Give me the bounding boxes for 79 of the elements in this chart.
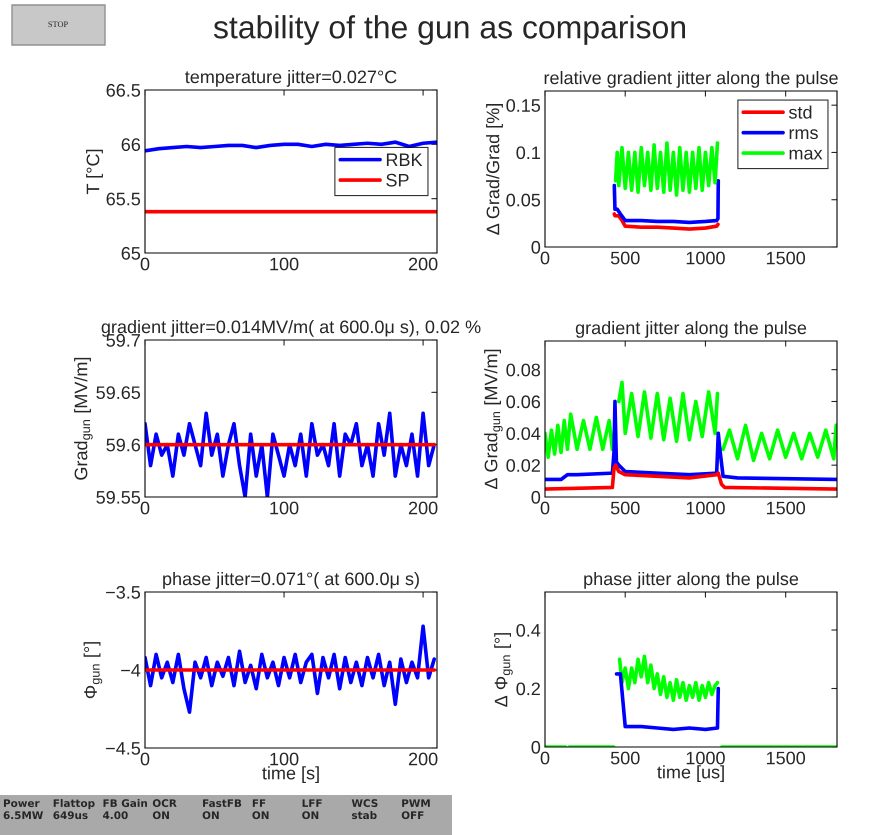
y-tick-label: −4 [121, 664, 140, 677]
line-series [145, 140, 437, 153]
y-axis-title: Φ$_{gun}$ [°] [84, 642, 102, 698]
line-series [614, 672, 720, 732]
x-tick-label: 200 [408, 502, 438, 514]
line-series [612, 212, 720, 231]
y-tick-label: 0.04 [506, 427, 540, 440]
text: FB Gain 4.00 [103, 799, 147, 820]
x-tick-label: 200 [408, 752, 438, 766]
y-axis-title: Δ Φ$_{gun}$ [°] [494, 633, 513, 707]
x-tick-label: 1000 [686, 502, 725, 514]
text: FF ON [252, 799, 269, 820]
text: PWM OFF [402, 799, 430, 820]
y-tick-label: 0.4 [516, 624, 540, 637]
y-tick-label: 0.1 [516, 146, 540, 160]
x-axis-title: time [s] [262, 766, 319, 784]
legend-label: rms [790, 129, 818, 140]
y-tick-label: 65.5 [106, 192, 140, 206]
y-tick-label: 0.15 [506, 99, 540, 112]
y-tick-label: 59.65 [96, 386, 140, 400]
x-tick-label: 0 [140, 502, 150, 514]
y-tick-label: 65 [122, 246, 140, 260]
x-tick-label: 200 [408, 258, 438, 270]
x-tick-label: 500 [610, 752, 640, 764]
x-tick-label: 1500 [766, 502, 806, 514]
x-tick-label: 1000 [686, 752, 725, 764]
y-axis-title: T [°C] [86, 150, 103, 194]
text: Power 6.5MW [4, 799, 43, 820]
y-tick-label: 66.5 [106, 84, 140, 97]
y-tick-label: 59.55 [96, 490, 140, 504]
y-axis-title: Δ Grad/Grad [%] [486, 104, 503, 235]
chart-title: gradient jitter along the pulse [576, 320, 806, 338]
y-tick-label: 0.05 [506, 194, 540, 206]
legend-label: SP [386, 174, 409, 187]
y-tick-label: 0.2 [516, 682, 540, 696]
legend-label: std [788, 105, 812, 119]
x-tick-label: 100 [270, 752, 298, 766]
text: stability of the gun as comparison [214, 15, 685, 45]
x-tick-label: 1500 [766, 252, 806, 264]
y-tick-label: 0.08 [506, 364, 540, 376]
y-tick-label: −3.5 [106, 586, 140, 599]
line-series [545, 463, 837, 491]
x-tick-label: 1500 [766, 752, 806, 764]
legend-label: RBK [386, 154, 422, 166]
text: LFF ON [302, 799, 322, 820]
x-tick-label: 100 [270, 502, 298, 514]
y-tick-label: 0 [532, 490, 540, 504]
text: Flattop 649us [53, 799, 95, 820]
x-tick-label: 0 [540, 752, 550, 764]
text: WCS stab [352, 799, 378, 820]
x-axis-title: time [us] [657, 765, 724, 782]
line-series [545, 400, 837, 482]
line-series [612, 179, 720, 224]
y-tick-label: 0 [532, 240, 540, 254]
x-tick-label: 0 [140, 752, 150, 766]
y-tick-label: −4.5 [106, 742, 140, 755]
x-tick-label: 500 [610, 252, 640, 264]
legend-label: max [790, 150, 822, 160]
chart-title: phase jitter=0.071°( at 600.0μ s) [163, 572, 419, 589]
y-axis-title: Grad$_{gun}$ [MV/m] [74, 358, 93, 480]
y-tick-label: 0.06 [506, 395, 540, 408]
x-tick-label: 0 [540, 252, 550, 264]
x-tick-label: 100 [270, 258, 298, 270]
x-tick-label: 1000 [686, 252, 725, 264]
x-tick-label: 500 [610, 502, 640, 514]
text: FastFB ON [202, 799, 242, 820]
y-axis-title: Δ Grad$_{gun}$ [MV/m] [484, 350, 503, 490]
text: STOP [48, 21, 68, 28]
x-tick-label: 0 [140, 258, 150, 270]
y-tick-label: 0.02 [506, 459, 540, 472]
x-tick-label: 0 [540, 502, 550, 514]
chart-title: phase jitter along the pulse [584, 572, 798, 589]
text: OCR ON [152, 799, 177, 820]
y-tick-label: 66 [122, 138, 140, 152]
y-tick-label: 59.6 [106, 438, 140, 452]
y-tick-label: 0 [532, 740, 540, 754]
chart-title: relative gradient jitter along the pulse [544, 70, 838, 88]
chart-title: temperature jitter=0.027°C [185, 70, 397, 87]
line-series [614, 141, 720, 197]
